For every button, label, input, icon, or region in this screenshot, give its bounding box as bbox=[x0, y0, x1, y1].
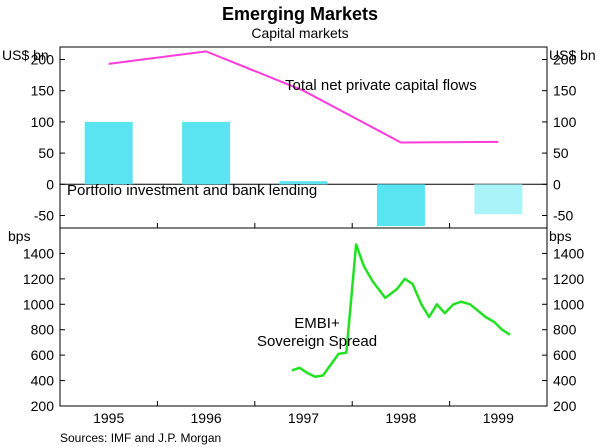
bottom-left-ytick-label: 1200 bbox=[23, 271, 54, 287]
axis-ticks bbox=[59, 58, 548, 407]
bar-1998 bbox=[376, 184, 425, 227]
top-right-ytick-label: 0 bbox=[553, 176, 561, 192]
bottom-left-ytick-label: 600 bbox=[31, 347, 55, 363]
total-flows-label: Total net private capital flows bbox=[285, 77, 477, 94]
bottom-panel-frame bbox=[59, 227, 548, 407]
top-left-ytick-label: -50 bbox=[34, 208, 54, 224]
top-right-ytick-label: 150 bbox=[553, 83, 577, 99]
xtick-label-1998: 1998 bbox=[385, 410, 416, 426]
bottom-right-ytick-label: 400 bbox=[553, 373, 577, 389]
xtick-label-1997: 1997 bbox=[288, 410, 319, 426]
bottom-left-ytick-label: 200 bbox=[31, 398, 55, 414]
top-right-ytick-label: 100 bbox=[553, 114, 577, 130]
top-left-ytick-label: 50 bbox=[38, 145, 54, 161]
bottom-line-series bbox=[291, 243, 511, 379]
tick-labels: -50 -50 0 0 50 50 100 100 150 150 200 200 200 200 400 4… bbox=[23, 51, 585, 426]
bottom-right-ytick-label: 1400 bbox=[553, 245, 584, 261]
bottom-right-ytick-label: 1200 bbox=[553, 271, 584, 287]
source-note: Sources: IMF and J.P. Morgan bbox=[60, 431, 221, 445]
xtick-label-1995: 1995 bbox=[93, 410, 124, 426]
portfolio-label: Portfolio investment and bank lending bbox=[67, 182, 317, 199]
bottom-left-unit-label: bps bbox=[8, 228, 31, 244]
embi-label-line2: Sovereign Spread bbox=[257, 333, 377, 350]
bar-1996 bbox=[182, 121, 231, 185]
top-right-unit-label: US$ bn bbox=[549, 47, 596, 63]
top-bars bbox=[84, 121, 523, 227]
top-right-ytick-label: 50 bbox=[553, 145, 569, 161]
bottom-right-ytick-label: 800 bbox=[553, 322, 577, 338]
embi-spread-line bbox=[291, 243, 511, 379]
bottom-left-ytick-label: 400 bbox=[31, 373, 55, 389]
bar-1999 bbox=[474, 184, 523, 215]
chart-subtitle: Capital markets bbox=[251, 25, 348, 41]
top-left-ytick-label: 150 bbox=[31, 83, 55, 99]
top-line-series bbox=[108, 50, 499, 144]
bottom-left-ytick-label: 1000 bbox=[23, 296, 54, 312]
top-left-unit-label: US$ bn bbox=[2, 47, 49, 63]
top-right-ytick-label: 200 bbox=[553, 51, 577, 67]
top-right-ytick-label: -50 bbox=[553, 208, 573, 224]
top-panel-frame bbox=[59, 46, 548, 229]
bottom-right-unit-label: bps bbox=[549, 228, 572, 244]
xtick-label-1996: 1996 bbox=[191, 410, 222, 426]
embi-label-line1: EMBI+ bbox=[294, 315, 340, 332]
xtick-label-1999: 1999 bbox=[483, 410, 514, 426]
bar-1995 bbox=[84, 121, 133, 185]
top-left-ytick-label: 200 bbox=[31, 51, 55, 67]
top-left-ytick-label: 0 bbox=[46, 176, 54, 192]
bottom-right-ytick-label: 200 bbox=[553, 398, 577, 414]
top-left-ytick-label: 100 bbox=[31, 114, 55, 130]
bottom-left-ytick-label: 800 bbox=[31, 322, 55, 338]
chart-title: Emerging Markets bbox=[222, 4, 378, 24]
bottom-right-ytick-label: 600 bbox=[553, 347, 577, 363]
bar-1997 bbox=[279, 181, 328, 185]
total-flows-line bbox=[108, 50, 499, 144]
bottom-left-ytick-label: 1400 bbox=[23, 245, 54, 261]
bottom-right-ytick-label: 1000 bbox=[553, 296, 584, 312]
